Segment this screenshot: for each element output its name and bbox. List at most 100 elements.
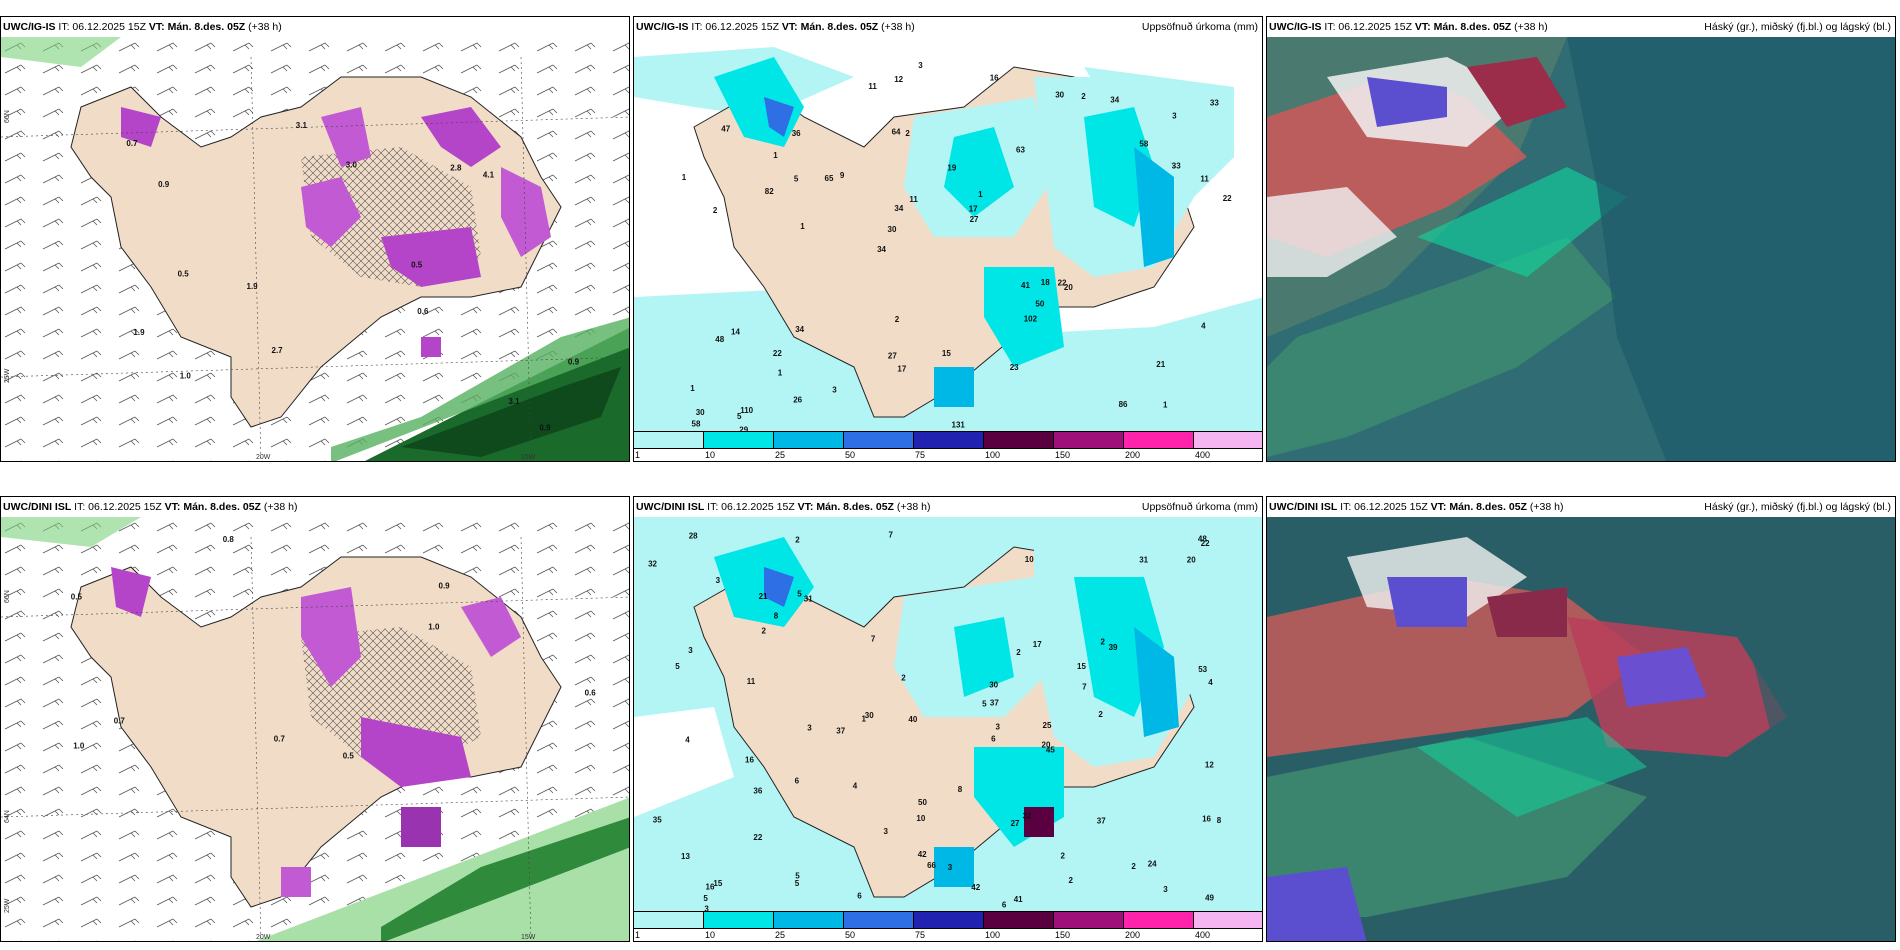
value-label: 30 [865,711,874,720]
value-label: 28 [689,532,698,541]
value-label: 32 [1023,811,1032,820]
value-label: 50 [1035,300,1044,309]
colorbar-tick-label: 50 [845,930,856,940]
colorbar-swatch [1054,911,1124,929]
value-label: 36 [792,129,801,138]
value-label: 22 [753,833,762,842]
value-label: 2 [1081,92,1086,101]
colorbar-swatch [984,431,1054,449]
value-label: 30 [696,408,705,417]
value-label: 36 [753,786,762,795]
colorbar: 1 10 25 50 75 100 150 200 400 [634,911,1262,941]
colorbar-swatch [1194,911,1262,929]
value-label: 64 [892,128,901,137]
value-label: 30 [888,225,897,234]
svg-text:25W: 25W [4,898,11,913]
value-label: 29 [739,425,748,434]
cloud-map [1267,517,1895,941]
value-label: 15 [1077,662,1086,671]
value-label: 4 [1201,321,1206,330]
colorbar-swatch [1124,431,1194,449]
panel-dini-wind: UWC/DINI ISL IT: 06.12.2025 15Z VT: Mán.… [0,496,630,942]
value-label: 13 [681,852,690,861]
value-label: 63 [1016,145,1025,154]
value-label: 3 [884,827,889,836]
value-label: 37 [990,698,999,707]
value-label: 14 [731,327,740,336]
value-label: 8 [958,785,963,794]
colorbar-swatch [1054,431,1124,449]
colorbar-swatch [914,911,984,929]
value-label: 16 [990,74,999,83]
value-label: 6 [795,776,800,785]
precip-map: 1233463110641914911212047122241333027343… [634,37,1262,461]
value-label: 48 [1198,535,1207,544]
panel-dini-clouds: UWC/DINI ISL IT: 06.12.2025 15Z VT: Mán.… [1266,496,1896,942]
value-label: 131 [952,420,966,429]
svg-text:20W: 20W [256,934,271,941]
svg-text:64N: 64N [4,810,11,823]
value-label: 0.9 [158,180,170,189]
value-label: 1.0 [180,371,192,380]
value-label: 30 [989,680,998,689]
value-label: 2 [901,673,906,682]
value-label: 5 [737,412,742,421]
colorbar-tick-label: 200 [1125,930,1141,940]
value-label: 0.9 [568,358,580,367]
value-label: 2 [1069,876,1074,885]
value-label: 2 [1016,648,1021,657]
colorbar-tick-label: 400 [1195,930,1211,940]
value-label: 19 [947,164,956,173]
value-label: 11 [1200,175,1209,184]
value-label: 5 [797,590,802,599]
value-label: 3.1 [508,397,520,406]
value-label: 2 [713,206,718,215]
value-label: 86 [1119,400,1128,409]
value-label: 32 [648,559,657,568]
value-label: 7 [871,635,876,644]
value-label: 8 [774,612,779,621]
value-label: 0.8 [223,535,235,544]
colorbar-tick-label: 200 [1125,450,1141,460]
value-label: 1 [862,714,867,723]
colorbar-swatch [844,911,914,929]
value-label: 42 [971,883,980,892]
value-label: 2 [795,536,800,545]
value-label: 82 [765,187,774,196]
value-label: 4 [1208,678,1213,687]
value-label: 41 [1014,895,1023,904]
value-label: 5 [795,879,800,888]
panel-igis-clouds: UWC/IG-IS IT: 06.12.2025 15Z VT: Mán. 8.… [1266,16,1896,462]
colorbar-tick-label: 100 [985,930,1001,940]
panel-header: UWC/DINI ISL IT: 06.12.2025 15Z VT: Mán.… [634,497,1262,517]
value-label: 5 [982,699,987,708]
value-label: 1 [778,369,783,378]
value-label: 34 [795,325,804,334]
value-label: 5 [795,871,800,880]
value-label: 2 [1061,852,1066,861]
colorbar-tick-label: 50 [845,450,856,460]
value-label: 110 [740,406,753,415]
value-label: 30 [1055,90,1064,99]
value-label: 4.1 [483,170,495,179]
colorbar-swatch [1124,911,1194,929]
value-label: 23 [1010,363,1019,372]
value-label: 0.9 [539,423,551,432]
value-label: 2 [1101,638,1106,647]
value-label: 6 [991,734,996,743]
value-label: 40 [908,715,917,724]
value-label: 17 [969,205,978,214]
value-label: 48 [715,335,724,344]
colorbar-tick-label: 100 [985,450,1001,460]
value-label: 15 [942,349,951,358]
value-label: 1.9 [247,282,259,291]
value-label: 34 [877,245,886,254]
value-label: 9 [840,171,845,180]
panel-header: UWC/DINI ISL IT: 06.12.2025 15Z VT: Mán.… [1,497,629,517]
value-label: 37 [1097,816,1106,825]
value-label: 17 [897,364,906,373]
value-label: 0.5 [71,592,83,601]
value-label: 5 [794,175,799,184]
colorbar-swatch [634,431,704,449]
value-label: 11 [747,677,756,686]
